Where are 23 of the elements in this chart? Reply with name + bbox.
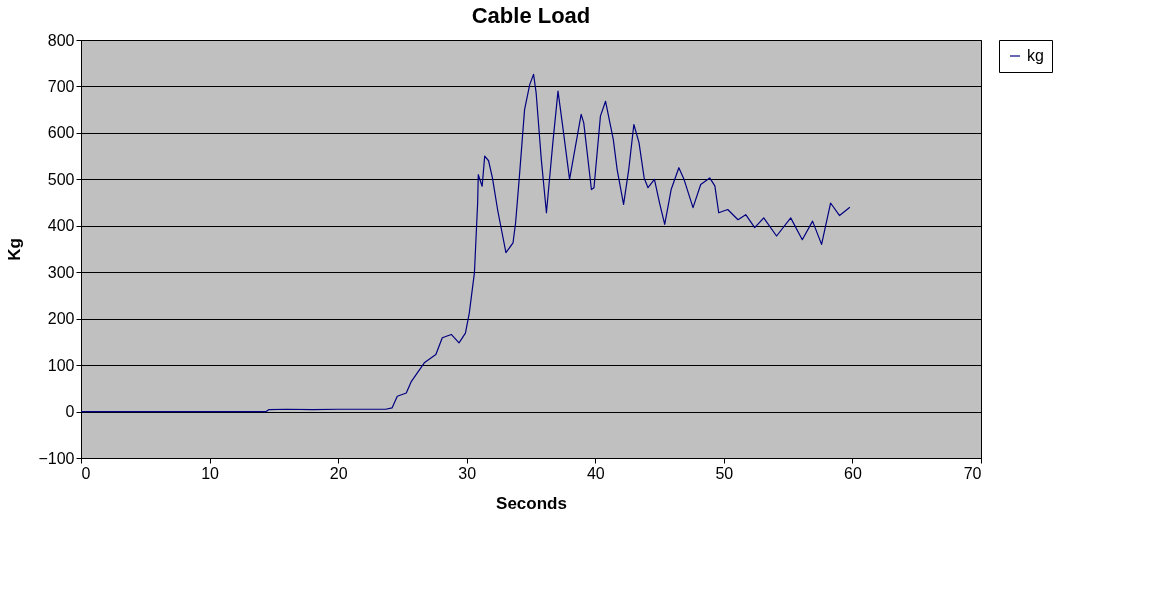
- x-tick-label: 0: [81, 464, 91, 482]
- x-tick-label: 20: [329, 464, 348, 482]
- y-tick-label: 700: [47, 77, 75, 95]
- y-tick-label: −100: [38, 449, 75, 467]
- x-tick-label: 70: [963, 464, 982, 482]
- x-tick-label: 50: [715, 464, 734, 482]
- x-tick-label: 10: [201, 464, 220, 482]
- legend-label: kg: [1027, 47, 1044, 64]
- y-tick-label: 100: [47, 356, 75, 374]
- chart-title: Cable Load: [471, 3, 591, 28]
- x-tick-label: 40: [586, 464, 605, 482]
- x-tick-label: 30: [458, 464, 477, 482]
- y-tick-label: 400: [47, 217, 75, 235]
- y-tick-label: 500: [47, 170, 75, 188]
- x-tick-label: 60: [844, 464, 862, 482]
- line-series: [80, 73, 851, 413]
- x-axis-title: Seconds: [496, 493, 567, 513]
- y-tick-label: 0: [65, 403, 75, 421]
- y-tick-label: 800: [47, 31, 75, 49]
- y-tick-label: 300: [47, 263, 75, 281]
- y-tick-label: 200: [47, 310, 75, 328]
- y-axis-title: Kg: [5, 238, 25, 261]
- y-tick-label: 600: [47, 124, 75, 142]
